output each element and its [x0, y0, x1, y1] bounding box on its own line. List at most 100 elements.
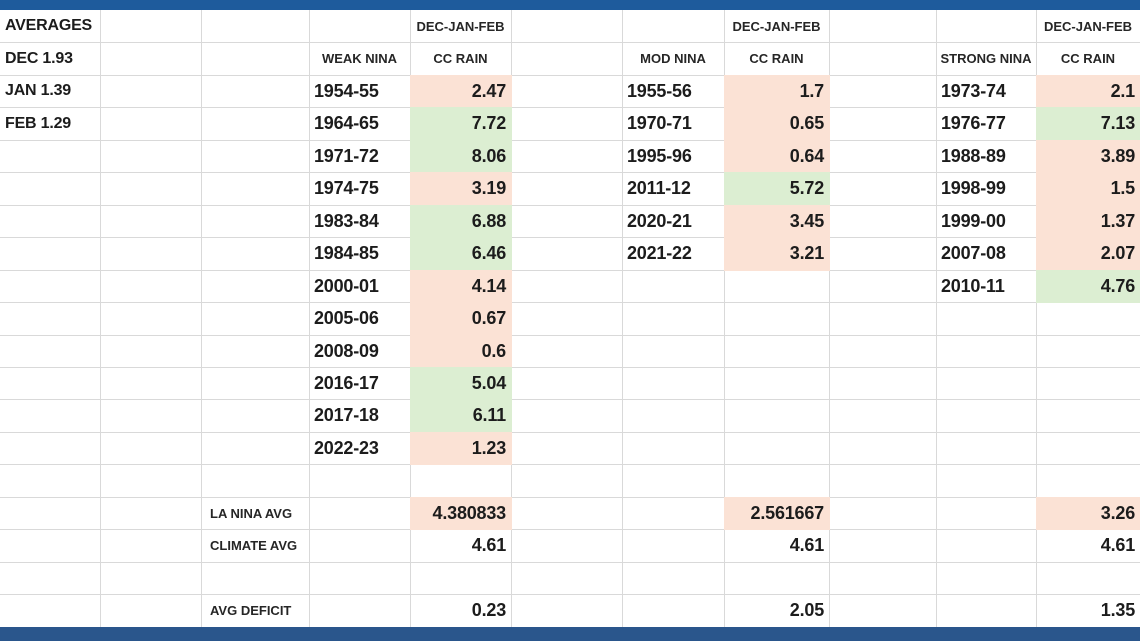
- year-cell: 2000-01: [314, 275, 379, 296]
- rain-value-cell: 2.07: [1100, 243, 1135, 263]
- gridline-horizontal: [0, 399, 1140, 400]
- period-header: DEC-JAN-FEB: [1043, 18, 1133, 34]
- rain-value-fill: [410, 367, 512, 400]
- year-cell: 2020-21: [627, 210, 692, 231]
- rain-value-cell: 7.72: [471, 113, 506, 133]
- year-cell: 1988-89: [941, 145, 1006, 166]
- rain-value-fill: [1036, 140, 1140, 173]
- gridline-vertical: [829, 10, 830, 627]
- gridline-horizontal: [0, 529, 1140, 530]
- year-cell: 2022-23: [314, 437, 379, 458]
- year-cell: 1954-55: [314, 80, 379, 101]
- year-cell: 1955-56: [627, 80, 692, 101]
- year-cell: 2016-17: [314, 372, 379, 393]
- rain-value-cell: 6.11: [472, 405, 506, 425]
- gridline-horizontal: [0, 497, 1140, 498]
- year-cell: 2005-06: [314, 308, 379, 328]
- group-name-header: STRONG NINA: [940, 51, 1032, 66]
- gridline-vertical: [936, 10, 937, 627]
- la-nina-avg-value: 2.561667: [750, 502, 825, 523]
- la-nina-avg-fill: [724, 497, 830, 530]
- gridline-horizontal: [0, 432, 1140, 433]
- la-nina-avg-value: 4.380833: [432, 502, 507, 523]
- avg-deficit-value: 0.23: [471, 600, 506, 620]
- gridline-horizontal: [0, 270, 1140, 271]
- rain-value-fill: [724, 140, 830, 173]
- rain-value-cell: 1.37: [1100, 210, 1135, 231]
- rain-value-fill: [410, 270, 512, 303]
- la-nina-avg-fill: [410, 497, 512, 530]
- avg-deficit-label: AVG DEFICIT: [210, 603, 292, 618]
- top-accent-bar: [0, 0, 1140, 10]
- la-nina-avg-value: 3.26: [1100, 502, 1135, 523]
- month-average-label: DEC 1.93: [5, 49, 73, 67]
- gridline-horizontal: [0, 594, 1140, 595]
- gridline-horizontal: [0, 75, 1140, 76]
- group-name-header: WEAK NINA: [321, 51, 398, 66]
- climate-avg-label: CLIMATE AVG: [210, 538, 298, 553]
- rain-value-cell: 4.14: [471, 275, 506, 296]
- rain-value-cell: 5.72: [789, 178, 824, 198]
- rain-value-cell: 0.67: [471, 308, 506, 328]
- avg-deficit-value: 2.05: [789, 600, 824, 620]
- year-cell: 1973-74: [941, 80, 1006, 101]
- rain-value-cell: 3.89: [1100, 145, 1135, 166]
- rain-value-fill: [1036, 270, 1140, 303]
- rain-value-fill: [724, 237, 830, 271]
- rain-value-cell: 0.65: [789, 113, 824, 133]
- rain-value-fill: [1036, 205, 1140, 238]
- rain-value-fill: [410, 432, 512, 465]
- rain-value-cell: 1.7: [799, 80, 825, 101]
- rain-value-cell: 1.23: [471, 437, 506, 458]
- gridline-horizontal: [0, 42, 1140, 43]
- bottom-accent-bar: [0, 627, 1140, 641]
- year-cell: 2017-18: [314, 405, 379, 425]
- gridline-horizontal: [0, 205, 1140, 206]
- rain-value-cell: 2.47: [471, 80, 506, 101]
- year-cell: 1970-71: [627, 113, 692, 133]
- year-cell: 1964-65: [314, 113, 379, 133]
- gridline-vertical: [309, 10, 310, 627]
- gridline-horizontal: [0, 107, 1140, 108]
- rain-value-cell: 0.6: [481, 340, 507, 361]
- la-nina-avg-label: LA NINA AVG: [210, 505, 293, 521]
- year-cell: 2008-09: [314, 340, 379, 361]
- year-cell: 2010-11: [941, 275, 1005, 296]
- rain-value-fill: [410, 302, 512, 336]
- averages-title: AVERAGES: [5, 17, 93, 34]
- gridline-horizontal: [0, 335, 1140, 336]
- rain-value-cell: 3.45: [789, 210, 824, 231]
- gridline-vertical: [1036, 10, 1037, 627]
- rain-value-fill: [1036, 172, 1140, 206]
- climate-avg-value: 4.61: [1100, 535, 1135, 555]
- rain-value-fill: [410, 335, 512, 368]
- avg-deficit-value: 1.35: [1100, 600, 1135, 620]
- rain-value-cell: 3.21: [789, 243, 824, 263]
- gridline-horizontal: [0, 237, 1140, 238]
- rain-column-header: CC RAIN: [749, 51, 804, 66]
- gridline-vertical: [100, 10, 101, 627]
- rain-value-fill: [410, 107, 512, 141]
- rain-value-cell: 6.88: [471, 210, 506, 231]
- rain-value-fill: [1036, 237, 1140, 271]
- gridline-horizontal: [0, 172, 1140, 173]
- year-cell: 2011-12: [627, 178, 691, 198]
- year-cell: 1998-99: [941, 178, 1006, 198]
- rain-value-fill: [410, 205, 512, 238]
- period-header: DEC-JAN-FEB: [732, 18, 821, 34]
- rain-value-fill: [410, 75, 512, 108]
- month-average-label: JAN 1.39: [5, 82, 71, 99]
- group-name-header: MOD NINA: [640, 51, 706, 66]
- rain-value-fill: [1036, 107, 1140, 141]
- gridline-horizontal: [0, 464, 1140, 465]
- year-cell: 1999-00: [941, 210, 1006, 231]
- year-cell: 1974-75: [314, 178, 379, 198]
- gridline-horizontal: [0, 562, 1140, 563]
- rain-value-cell: 8.06: [471, 145, 506, 166]
- year-cell: 2007-08: [941, 243, 1006, 263]
- gridline-horizontal: [0, 367, 1140, 368]
- gridline-vertical: [724, 10, 725, 627]
- year-cell: 1984-85: [314, 243, 379, 263]
- period-header: DEC-JAN-FEB: [416, 18, 505, 34]
